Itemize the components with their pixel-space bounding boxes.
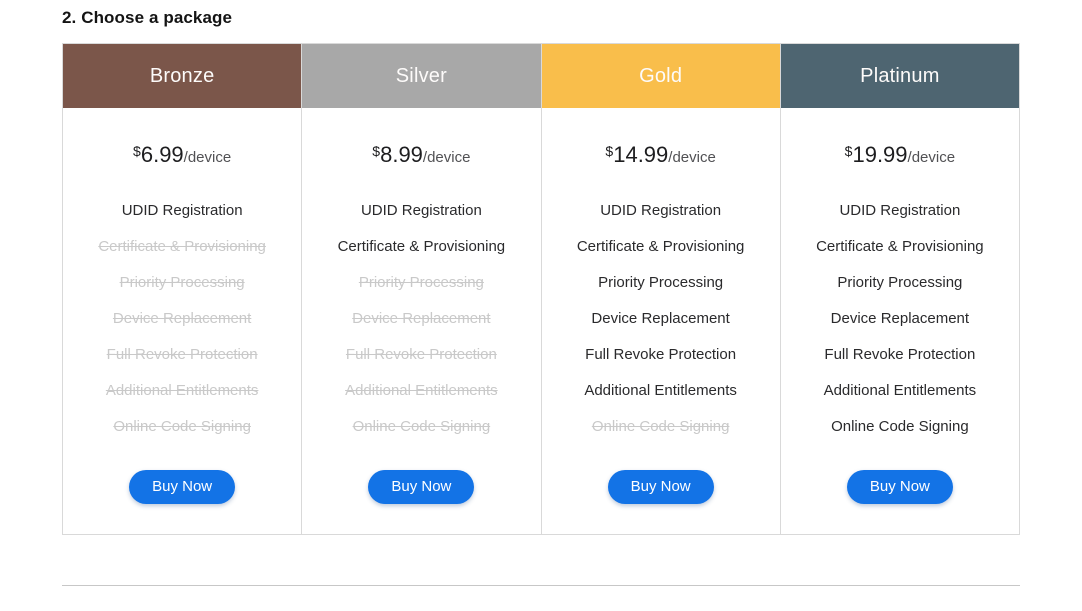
page: 2. Choose a package Bronze $6.99/device … — [62, 8, 1020, 586]
price: $8.99/device — [310, 140, 532, 170]
buy-now-button-silver[interactable]: Buy Now — [368, 470, 475, 504]
package-card-silver: Silver $8.99/device UDID Registration Ce… — [301, 43, 542, 535]
price-unit: /device — [668, 149, 716, 166]
package-name: Bronze — [149, 64, 215, 87]
feature-item: Online Code Signing — [591, 418, 730, 435]
feature-list: UDID Registration Certificate & Provisio… — [71, 193, 293, 445]
price-amount: 6.99 — [140, 142, 184, 167]
price: $6.99/device — [71, 140, 293, 170]
price-currency: $ — [605, 143, 614, 159]
price-currency: $ — [133, 143, 141, 159]
price-amount: 8.99 — [380, 142, 423, 167]
feature-item: Device Replacement — [112, 310, 252, 327]
feature-item: Certificate & Provisioning — [337, 238, 506, 255]
feature-item: Device Replacement — [830, 310, 970, 327]
feature-item: Additional Entitlements — [823, 382, 977, 399]
feature-item: Additional Entitlements — [584, 382, 737, 399]
buy-now-button-platinum[interactable]: Buy Now — [846, 470, 953, 504]
feature-item: Device Replacement — [591, 310, 730, 327]
feature-item: Additional Entitlements — [345, 382, 498, 399]
feature-item: Priority Processing — [837, 274, 963, 291]
package-header-platinum: Platinum — [780, 44, 1019, 108]
package-header-gold: Gold — [541, 44, 780, 108]
feature-item: Certificate & Provisioning — [816, 238, 984, 255]
feature-item: Full Revoke Protection — [345, 346, 497, 363]
package-card-gold: Gold $14.99/device UDID Registration Cer… — [540, 43, 781, 535]
price-amount: 14.99 — [613, 142, 669, 167]
package-card-platinum: Platinum $19.99/device UDID Registration… — [779, 43, 1020, 535]
feature-item: Online Code Signing — [352, 418, 491, 435]
package-body: $14.99/device UDID Registration Certific… — [542, 140, 780, 534]
feature-item: Certificate & Provisioning — [98, 238, 266, 255]
package-body: $6.99/device UDID Registration Certifica… — [63, 140, 301, 534]
package-card-bronze: Bronze $6.99/device UDID Registration Ce… — [62, 43, 303, 535]
package-name: Gold — [639, 64, 683, 87]
feature-list: UDID Registration Certificate & Provisio… — [550, 193, 772, 445]
feature-item: UDID Registration — [600, 202, 722, 219]
feature-item: Full Revoke Protection — [824, 346, 976, 363]
feature-item: Full Revoke Protection — [585, 346, 737, 363]
feature-item: Device Replacement — [352, 310, 491, 327]
price-currency: $ — [844, 143, 853, 159]
price: $19.99/device — [789, 140, 1011, 170]
feature-item: Online Code Signing — [831, 418, 969, 435]
price-unit: /device — [183, 149, 232, 166]
price-unit: /device — [422, 149, 471, 166]
buy-now-button-gold[interactable]: Buy Now — [607, 470, 714, 504]
buy-now-button-bronze[interactable]: Buy Now — [129, 470, 236, 504]
feature-item: Full Revoke Protection — [106, 346, 258, 363]
feature-item: UDID Registration — [360, 202, 482, 219]
feature-item: Priority Processing — [119, 274, 245, 291]
package-body: $19.99/device UDID Registration Certific… — [781, 140, 1019, 534]
page-title: 2. Choose a package — [62, 8, 233, 27]
feature-item: UDID Registration — [839, 202, 961, 219]
price-amount: 19.99 — [852, 142, 908, 167]
feature-list: UDID Registration Certificate & Provisio… — [789, 193, 1011, 445]
feature-item: UDID Registration — [121, 202, 243, 219]
package-header-bronze: Bronze — [63, 44, 302, 108]
divider — [62, 585, 1020, 586]
package-name: Silver — [395, 64, 447, 87]
package-header-silver: Silver — [302, 44, 541, 108]
package-body: $8.99/device UDID Registration Certifica… — [302, 140, 540, 534]
price-unit: /device — [907, 149, 956, 166]
feature-item: Priority Processing — [358, 274, 484, 291]
feature-item: Additional Entitlements — [105, 382, 259, 399]
feature-item: Certificate & Provisioning — [576, 238, 745, 255]
feature-item: Priority Processing — [598, 274, 724, 291]
feature-list: UDID Registration Certificate & Provisio… — [310, 193, 532, 445]
price: $14.99/device — [550, 140, 772, 170]
price-currency: $ — [372, 143, 381, 159]
package-name: Platinum — [860, 64, 940, 87]
feature-item: Online Code Signing — [113, 418, 251, 435]
pricing-table: Bronze $6.99/device UDID Registration Ce… — [62, 43, 1020, 535]
